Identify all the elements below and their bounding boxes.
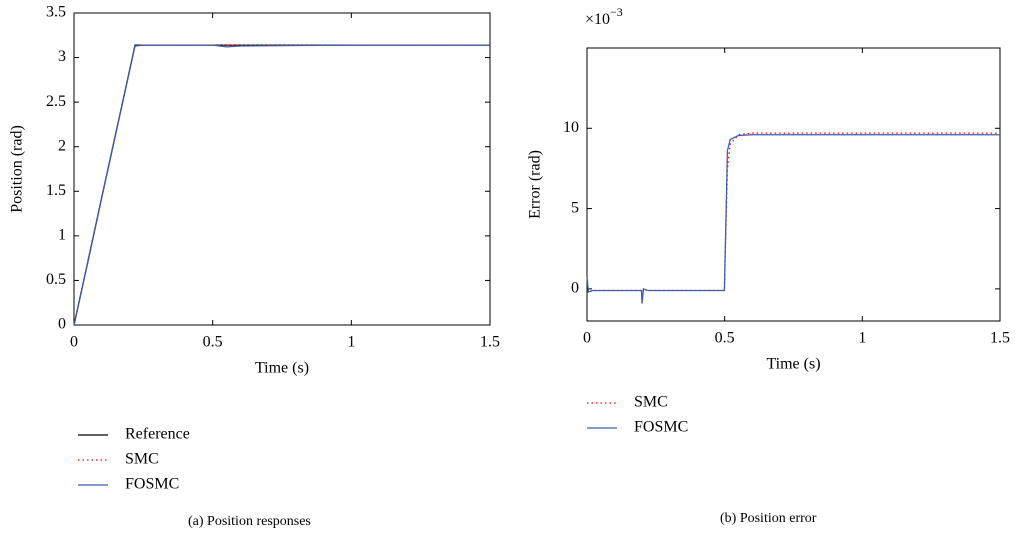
y-tick-label: 1.5 [46,182,66,199]
x-tick-label: 1 [347,334,355,351]
x-axis-label: Time (s) [766,356,820,373]
x-axis-label: Time (s) [255,360,309,377]
series-line [73,44,490,326]
series-line [586,132,1000,304]
y-multiplier: ×10−3 [585,5,623,28]
legend-label: Reference [125,426,190,443]
plot-frame [73,12,491,326]
y-tick-label: 0 [571,280,579,297]
plot-frame [586,47,1001,322]
legend-label: SMC [125,451,159,468]
x-tick-label: 0.5 [715,330,735,347]
y-axis-label: Position (rad) [9,125,26,213]
legend-label: FOSMC [634,419,688,436]
caption: (b) Position error [720,511,817,526]
caption: (a) Position responses [188,514,311,529]
x-tick-label: 1.5 [990,330,1010,347]
x-tick-label: 0 [70,334,78,351]
x-tick-label: 0.5 [203,334,223,351]
y-tick-label: 2 [58,137,66,154]
y-tick-label: 10 [563,119,579,136]
series-line [73,44,490,326]
y-axis-label: Error (rad) [527,150,544,219]
y-tick-label: 0.5 [46,271,66,288]
multiplier-base: ×10 [585,11,610,28]
legend-label: SMC [634,394,668,411]
y-tick-label: 3 [58,48,66,65]
y-tick-label: 1 [58,227,66,244]
y-tick-label: 3.5 [46,4,66,21]
legend-label: FOSMC [125,476,179,493]
series-line [73,44,490,326]
x-tick-label: 1 [858,330,866,347]
multiplier-exponent: −3 [610,5,623,19]
x-tick-label: 1.5 [480,334,500,351]
y-tick-label: 5 [571,199,579,216]
x-tick-label: 0 [583,330,591,347]
y-tick-label: 0 [58,316,66,333]
series-line [586,134,1000,304]
y-tick-label: 2.5 [46,93,66,110]
